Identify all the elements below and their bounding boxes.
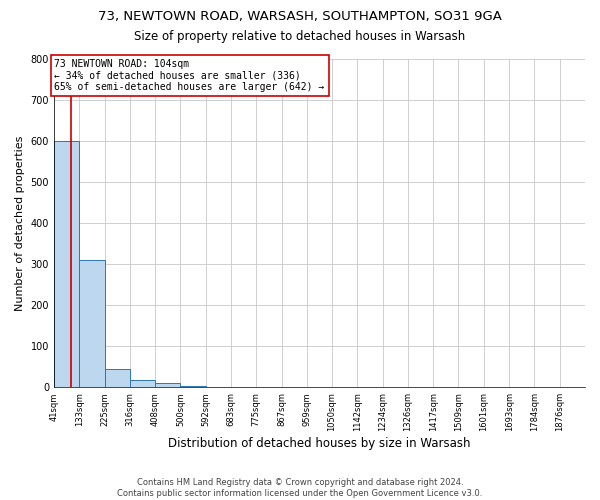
Bar bbox=[79, 260, 104, 388]
Bar bbox=[206, 386, 231, 388]
Bar bbox=[104, 369, 130, 388]
Text: Size of property relative to detached houses in Warsash: Size of property relative to detached ho… bbox=[134, 30, 466, 43]
Text: Contains HM Land Registry data © Crown copyright and database right 2024.
Contai: Contains HM Land Registry data © Crown c… bbox=[118, 478, 482, 498]
Bar bbox=[54, 141, 79, 388]
Text: 73, NEWTOWN ROAD, WARSASH, SOUTHAMPTON, SO31 9GA: 73, NEWTOWN ROAD, WARSASH, SOUTHAMPTON, … bbox=[98, 10, 502, 23]
Text: 73 NEWTOWN ROAD: 104sqm
← 34% of detached houses are smaller (336)
65% of semi-d: 73 NEWTOWN ROAD: 104sqm ← 34% of detache… bbox=[55, 59, 325, 92]
Bar bbox=[181, 386, 206, 388]
Y-axis label: Number of detached properties: Number of detached properties bbox=[15, 136, 25, 311]
Bar bbox=[130, 380, 155, 388]
X-axis label: Distribution of detached houses by size in Warsash: Distribution of detached houses by size … bbox=[168, 437, 471, 450]
Bar bbox=[155, 383, 181, 388]
